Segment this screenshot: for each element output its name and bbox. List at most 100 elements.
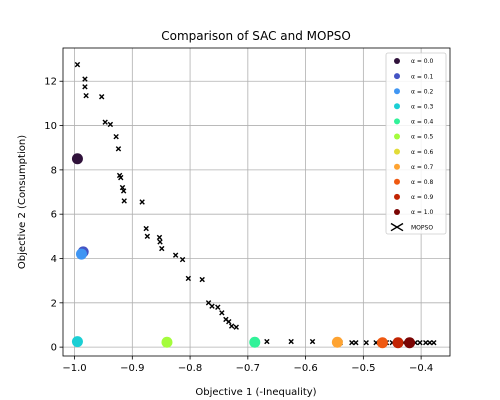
mopso-point bbox=[119, 184, 126, 191]
sac-alpha-point-0 bbox=[71, 153, 83, 165]
legend-label: α = 0.3 bbox=[411, 104, 434, 111]
mopso-point-stroke bbox=[115, 146, 122, 152]
mopso-point-stroke bbox=[215, 304, 221, 310]
mopso-point-stroke bbox=[209, 303, 215, 309]
mopso-point bbox=[349, 340, 355, 346]
mopso-point bbox=[209, 303, 215, 309]
legend-marker bbox=[394, 103, 400, 110]
mopso-point-stroke bbox=[228, 323, 235, 329]
legend-item: α = 0.1 bbox=[394, 73, 434, 80]
mopso-point-stroke bbox=[179, 256, 186, 263]
mopso-point-stroke bbox=[113, 133, 119, 140]
x-tick-label: −0.8 bbox=[178, 363, 202, 374]
sac-alpha-point-2 bbox=[75, 248, 87, 260]
mopso-point bbox=[309, 338, 316, 345]
legend-item: α = 1.0 bbox=[394, 209, 434, 216]
mopso-point bbox=[113, 133, 119, 140]
mopso-point-stroke bbox=[143, 225, 149, 232]
mopso-point bbox=[427, 340, 433, 346]
legend-label: α = 0.9 bbox=[411, 194, 434, 201]
mopso-point-stroke bbox=[205, 300, 212, 306]
mopso-point-stroke bbox=[121, 198, 127, 204]
mopso-point-stroke bbox=[116, 172, 123, 179]
mopso-point-stroke bbox=[157, 239, 163, 245]
mopso-point-stroke bbox=[83, 92, 89, 99]
legend-item: α = 0.5 bbox=[394, 133, 434, 141]
mopso-point-stroke bbox=[185, 275, 192, 282]
mopso-point bbox=[233, 324, 239, 330]
mopso-point bbox=[417, 340, 423, 346]
mopso-point-stroke bbox=[219, 310, 225, 316]
legend-item: α = 0.8 bbox=[394, 178, 434, 186]
mopso-point bbox=[157, 239, 163, 245]
mopso-point-stroke bbox=[423, 340, 429, 346]
legend-marker bbox=[394, 148, 400, 155]
y-tick-label: 2 bbox=[51, 298, 57, 309]
legend-marker bbox=[394, 118, 400, 125]
data-marks bbox=[71, 61, 437, 349]
x-tick-label: −0.5 bbox=[351, 363, 375, 374]
mopso-point-stroke bbox=[156, 234, 163, 241]
mopso-point bbox=[82, 84, 88, 90]
sac-alpha-point-7 bbox=[331, 336, 343, 348]
legend-item: α = 0.0 bbox=[394, 58, 434, 65]
y-axis-label: Objective 2 (Consumption) bbox=[17, 135, 28, 269]
plot-frame bbox=[62, 47, 451, 357]
mopso-point-stroke bbox=[118, 174, 124, 181]
mopso-point bbox=[159, 245, 165, 252]
legend-label: α = 0.5 bbox=[411, 134, 434, 141]
x-tick-label: −0.6 bbox=[293, 363, 317, 374]
legend-marker bbox=[394, 88, 400, 95]
legend-item: α = 0.9 bbox=[394, 193, 434, 201]
mopso-point bbox=[226, 318, 232, 325]
legend-marker bbox=[394, 163, 400, 170]
mopso-point-stroke bbox=[82, 76, 88, 82]
legend-label: α = 0.6 bbox=[411, 149, 434, 156]
mopso-point bbox=[423, 340, 429, 346]
mopso-point bbox=[215, 304, 221, 310]
sac-alpha-point-3 bbox=[71, 336, 83, 348]
mopso-point-stroke bbox=[427, 340, 433, 346]
axes: −1.0 −0.9 −0.8 −0.7 −0.6 −0.5 −0.4 0 2 4 6 8 10 12 bbox=[44, 47, 451, 374]
mopso-point bbox=[83, 92, 89, 99]
mopso-point bbox=[264, 338, 270, 345]
legend-item: α = 0.6 bbox=[394, 148, 434, 156]
sac-alpha-point-9 bbox=[392, 337, 404, 349]
legend-marker bbox=[394, 178, 400, 185]
mopso-point-stroke bbox=[102, 119, 108, 125]
mopso-point bbox=[144, 233, 151, 240]
mopso-point-stroke bbox=[233, 324, 239, 330]
mopso-point-stroke bbox=[353, 340, 359, 346]
mopso-point-stroke bbox=[309, 338, 316, 345]
grid bbox=[63, 48, 450, 356]
mopso-point-stroke bbox=[226, 318, 232, 325]
mopso-point bbox=[172, 252, 179, 258]
mopso-point bbox=[118, 174, 124, 181]
mopso-point-stroke bbox=[120, 188, 127, 194]
mopso-point bbox=[107, 121, 114, 128]
mopso-point bbox=[102, 119, 108, 125]
chart-title: Comparison of SAC and MOPSO bbox=[161, 29, 351, 43]
legend-item: α = 0.2 bbox=[394, 88, 434, 95]
mopso-point-stroke bbox=[417, 340, 423, 346]
x-axis-label: Objective 1 (-Inequality) bbox=[195, 387, 316, 398]
x-tick-label: −1.0 bbox=[62, 363, 86, 374]
mopso-point-stroke bbox=[107, 121, 114, 128]
mopso-point bbox=[82, 76, 88, 82]
mopso-point bbox=[219, 310, 225, 316]
sac-alpha-point-10 bbox=[404, 337, 416, 349]
sac-alpha-point-8 bbox=[376, 337, 388, 349]
sac-alpha-point-5 bbox=[161, 336, 173, 348]
mopso-point-stroke bbox=[144, 233, 151, 240]
mopso-point-stroke bbox=[74, 61, 81, 68]
mopso-point bbox=[353, 340, 359, 346]
legend-marker bbox=[394, 209, 400, 215]
y-tick-label: 4 bbox=[51, 254, 57, 265]
mopso-point bbox=[228, 323, 235, 329]
y-tick-label: 12 bbox=[44, 77, 57, 88]
mopso-point-stroke bbox=[431, 340, 437, 346]
legend-item: α = 0.3 bbox=[394, 103, 434, 111]
y-tick-label: 10 bbox=[44, 121, 57, 132]
y-tick-label: 6 bbox=[51, 210, 57, 221]
